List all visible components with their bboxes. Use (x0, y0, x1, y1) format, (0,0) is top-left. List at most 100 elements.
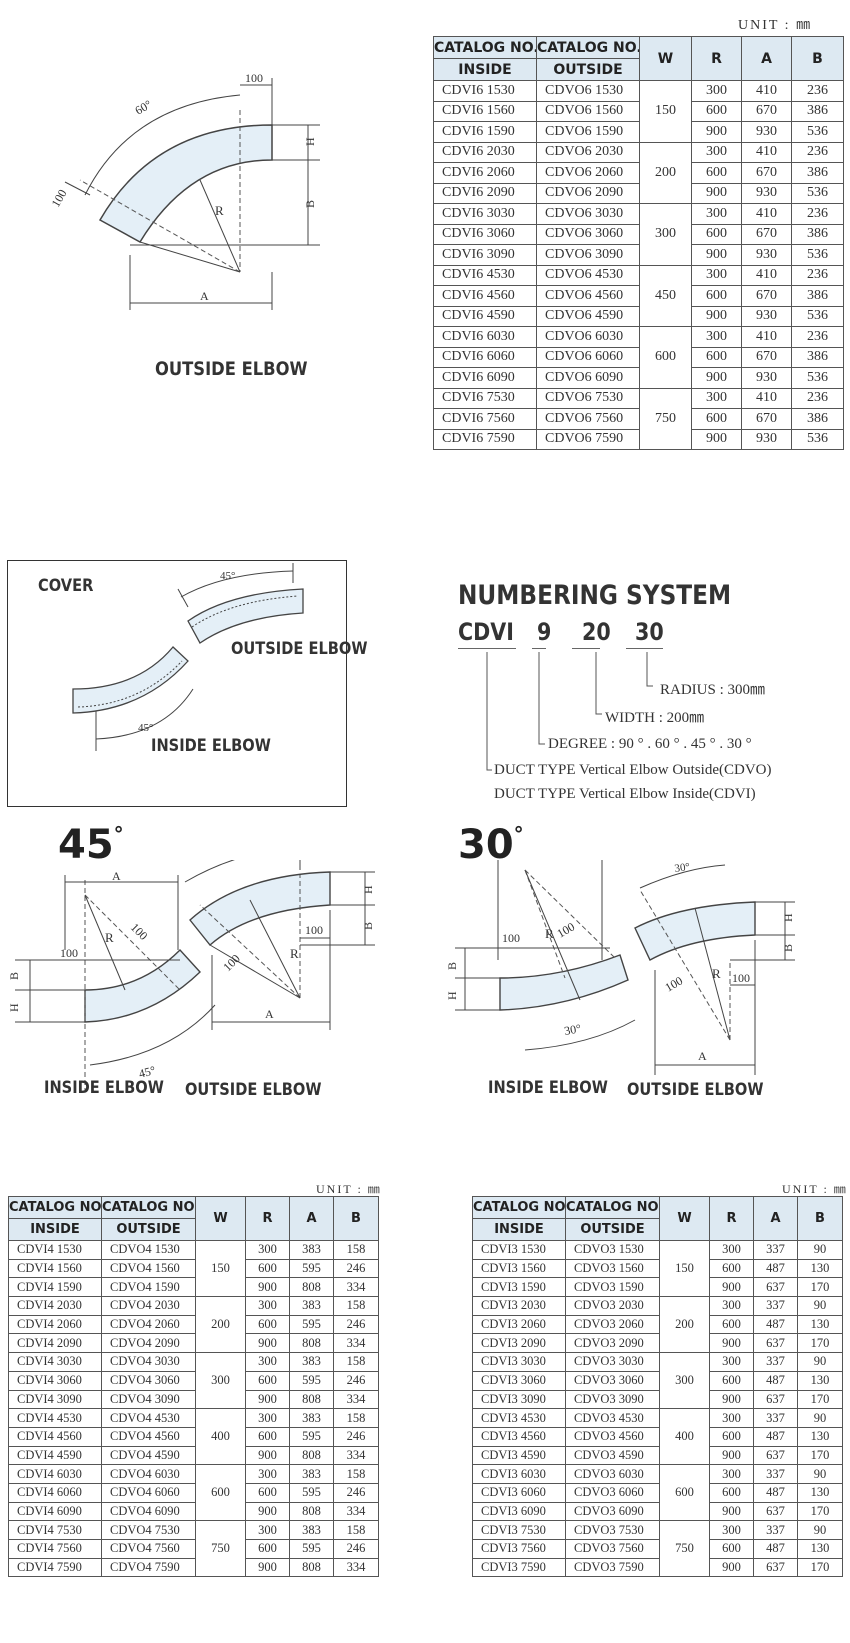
width-cell: 300 (195, 1352, 246, 1410)
table-row: CDVI4 7590 CDVO4 7590 900 808 334 (8, 1557, 379, 1578)
a-cell: 337 (753, 1240, 798, 1260)
catalog-inside-cell: CDVI6 6090 (433, 367, 537, 389)
table-row: CDVI3 1530 CDVO3 1530 150 300 337 90 (472, 1239, 843, 1298)
catalog-outside-cell: CDVO3 3030 (565, 1352, 660, 1372)
a-cell: 637 (753, 1557, 798, 1578)
catalog-outside-cell: CDVO4 3090 (101, 1389, 196, 1410)
a-cell: 930 (741, 428, 792, 450)
catalog-outside-cell: CDVO4 7590 (101, 1557, 196, 1578)
catalog-outside-cell: CDVO6 6060 (536, 346, 640, 368)
r-cell: 300 (691, 80, 742, 102)
r-cell: 900 (691, 121, 742, 143)
table-row: CDVI3 4590 CDVO3 4590 900 637 170 (472, 1445, 843, 1466)
r-cell: 300 (709, 1296, 754, 1316)
a-cell: 808 (289, 1333, 334, 1354)
catalog-inside-cell: CDVI3 3030 (472, 1352, 566, 1372)
catalog-inside-cell: CDVI3 1560 (472, 1258, 566, 1279)
table-row: CDVI4 1560 CDVO4 1560 600 595 246 (8, 1258, 379, 1279)
catalog-outside-cell: CDVO3 4560 (565, 1426, 660, 1447)
catalog-inside-cell: CDVI4 4530 (8, 1408, 102, 1428)
table-row: CDVI4 7560 CDVO4 7560 600 595 246 (8, 1539, 379, 1559)
catalog-outside-cell: CDVO4 3060 (101, 1370, 196, 1391)
b-cell: 130 (797, 1482, 843, 1503)
width-cell: 450 (639, 264, 692, 327)
a-cell: 930 (741, 244, 792, 266)
a-cell: 930 (741, 367, 792, 389)
b-cell: 90 (797, 1240, 843, 1260)
r-cell: 300 (691, 203, 742, 225)
catalog-outside-cell: CDVO6 1530 (536, 80, 640, 102)
catalog-outside-cell: CDVO6 6090 (536, 367, 640, 389)
b-cell: 246 (333, 1482, 379, 1503)
table-row: CDVI4 3030 CDVO4 3030 300 300 383 158 (8, 1352, 379, 1410)
width-cell: 750 (195, 1520, 246, 1578)
catalog-inside-cell: CDVI4 6060 (8, 1482, 102, 1503)
r-cell: 600 (709, 1370, 754, 1391)
catalog-inside-cell: CDVI3 4590 (472, 1445, 566, 1466)
catalog-outside-cell: CDVO4 2060 (101, 1314, 196, 1335)
a-cell: 487 (753, 1314, 798, 1335)
r-cell: 900 (709, 1557, 754, 1578)
catalog-inside-cell: CDVI6 6030 (433, 326, 537, 348)
width-cell: 150 (639, 80, 692, 143)
b-cell: 90 (797, 1464, 843, 1484)
b-cell: 236 (791, 387, 844, 409)
r-cell: 900 (709, 1445, 754, 1466)
svg-text:45°: 45° (230, 860, 247, 863)
a-cell: 383 (289, 1520, 334, 1540)
svg-text:B: B (781, 944, 795, 952)
b-cell: 246 (333, 1539, 379, 1559)
width-cell: 600 (195, 1464, 246, 1522)
cover-inside-elbow-label: INSIDE ELBOW (151, 736, 271, 756)
a-cell: 595 (289, 1482, 334, 1503)
catalog-table-60-body: CDVI6 1530 CDVO6 1530 150 300 410 236 CDVI6 15… (433, 80, 844, 450)
r-cell: 900 (245, 1333, 290, 1354)
catalog-outside-cell: CDVO3 2060 (565, 1314, 660, 1335)
r-cell: 900 (691, 367, 742, 389)
b-cell: 334 (333, 1501, 379, 1522)
b-cell: 536 (791, 428, 844, 450)
svg-text:A: A (265, 1007, 274, 1021)
catalog-outside-cell: CDVO3 6030 (565, 1464, 660, 1484)
r-cell: 900 (245, 1389, 290, 1410)
catalog-outside-cell: CDVO6 3030 (536, 203, 640, 225)
table-row: CDVI6 3060 CDVO6 3060 600 670 386 (433, 223, 844, 245)
catalog-inside-cell: CDVI4 3090 (8, 1389, 102, 1410)
table-row: CDVI6 7530 CDVO6 7530 750 300 410 236 (433, 387, 844, 450)
a-cell: 808 (289, 1501, 334, 1522)
r-cell: 900 (245, 1277, 290, 1298)
b-cell: 536 (791, 244, 844, 266)
r-cell: 600 (691, 223, 742, 245)
a-cell: 670 (741, 223, 792, 245)
catalog-outside-cell: CDVO3 2090 (565, 1333, 660, 1354)
b-cell: 90 (797, 1296, 843, 1316)
table-row: CDVI4 2090 CDVO4 2090 900 808 334 (8, 1333, 379, 1354)
radius-line: RADIUS : 300㎜ (660, 682, 766, 698)
svg-text:100: 100 (663, 973, 686, 994)
a-cell: 595 (289, 1258, 334, 1279)
b-cell: 158 (333, 1408, 379, 1428)
width-cell: 300 (639, 203, 692, 266)
outside-elbow-45-label: OUTSIDE ELBOW (185, 1080, 322, 1100)
width-cell: 750 (659, 1520, 710, 1578)
svg-text:100: 100 (305, 923, 323, 937)
svg-text:100: 100 (60, 946, 78, 960)
r-cell: 300 (245, 1520, 290, 1540)
r-cell: 600 (245, 1314, 290, 1335)
b-cell: 236 (791, 141, 844, 163)
b-cell: 536 (791, 367, 844, 389)
table-row: CDVI3 3030 CDVO3 3030 300 300 337 90 (472, 1352, 843, 1410)
r-cell: 600 (245, 1539, 290, 1559)
r-cell: 600 (691, 346, 742, 368)
catalog-inside-cell: CDVI4 2030 (8, 1296, 102, 1316)
b-cell: 386 (791, 100, 844, 122)
table-row: CDVI3 2060 CDVO3 2060 600 487 130 (472, 1314, 843, 1335)
svg-text:B: B (445, 962, 459, 970)
cover-box: COVER 45° 45° OUTSIDE ELBOW INSIDE ELBOW (7, 560, 367, 807)
a-cell: 337 (753, 1464, 798, 1484)
a-cell: 410 (741, 203, 792, 225)
a-cell: 595 (289, 1370, 334, 1391)
table-row: CDVI6 3090 CDVO6 3090 900 930 536 (433, 244, 844, 266)
catalog-outside-cell: CDVO4 4590 (101, 1445, 196, 1466)
r-cell: 600 (691, 162, 742, 184)
